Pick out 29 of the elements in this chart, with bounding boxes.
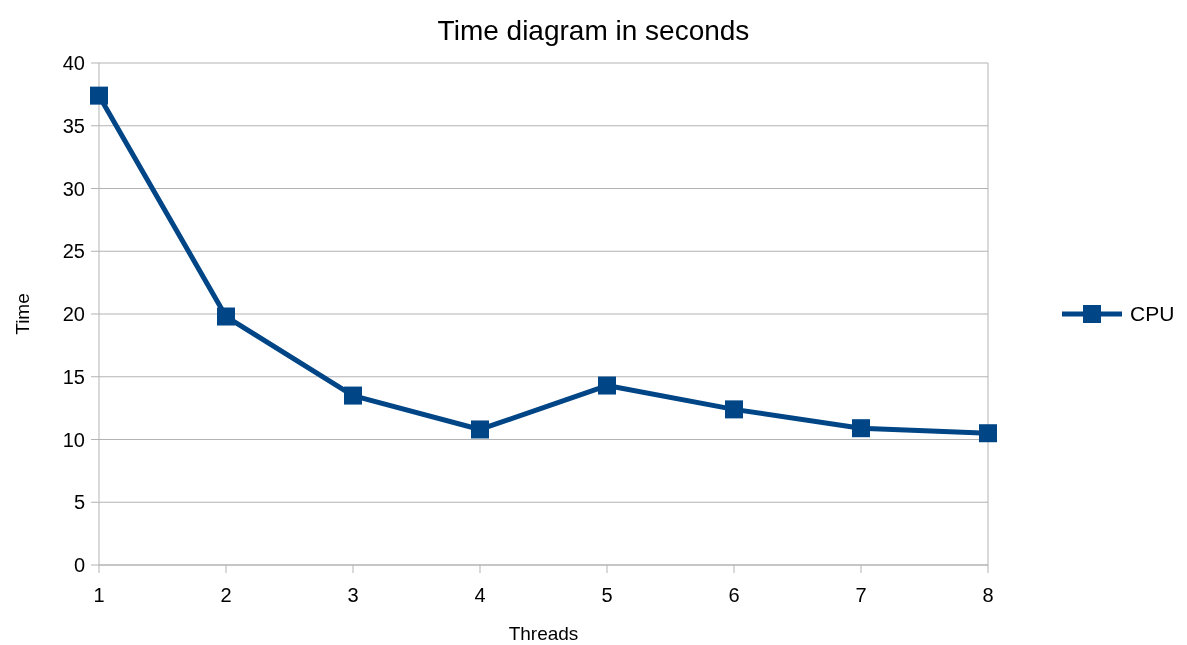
- y-tick-label: 10: [62, 428, 85, 451]
- y-tick-label: 20: [62, 303, 85, 325]
- point: [344, 386, 362, 405]
- x-tick-label: 8: [982, 584, 994, 606]
- y-tick-label: 5: [73, 491, 85, 514]
- chart-title: Time diagram in seconds: [437, 15, 750, 46]
- y-tick-label: 40: [62, 52, 85, 74]
- point: [90, 86, 108, 105]
- x-tick-label: 1: [93, 584, 105, 606]
- y-tick-label: 15: [62, 365, 85, 388]
- y-tick-label: 0: [73, 554, 85, 576]
- point: [471, 420, 489, 439]
- legend-label: CPU: [1130, 302, 1175, 326]
- x-tick-label: 7: [855, 584, 867, 606]
- point: [598, 376, 616, 395]
- point: [852, 419, 870, 438]
- x-tick-label: 6: [728, 584, 740, 606]
- y-tick-label: 30: [62, 177, 85, 200]
- y-axis-title: Time: [12, 293, 33, 335]
- x-tick-label: 4: [474, 584, 486, 606]
- point: [217, 307, 235, 326]
- y-tick-label: 25: [62, 240, 85, 263]
- x-tick-label: 5: [601, 584, 613, 606]
- x-tick-label: 2: [220, 584, 232, 606]
- y-tick-label: 35: [62, 114, 85, 137]
- x-axis-title: Threads: [508, 623, 579, 644]
- point: [725, 400, 743, 419]
- x-tick-label: 3: [347, 584, 359, 606]
- point: [979, 424, 997, 443]
